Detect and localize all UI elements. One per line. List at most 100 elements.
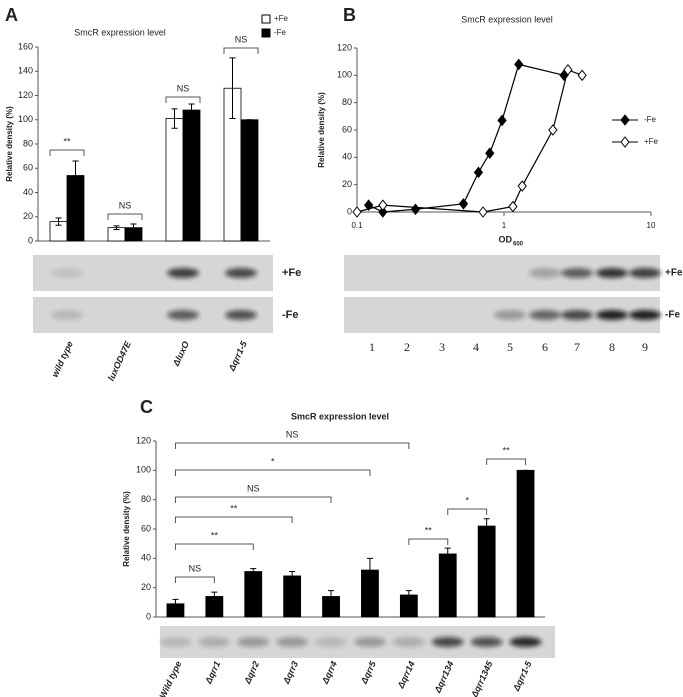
marker [548, 124, 558, 136]
y-tick-label: 160 [18, 41, 33, 51]
annotation: NS [119, 200, 132, 210]
bracket [174, 442, 410, 449]
blot-band [431, 637, 464, 647]
blot-band [529, 268, 561, 278]
y-tick-label: 100 [136, 465, 151, 475]
bracket [49, 149, 85, 156]
x-tick-label: 1 [502, 221, 507, 230]
bar [283, 575, 302, 618]
y-tick-label: 120 [337, 42, 352, 52]
y-axis-label: Relative density (%) [317, 92, 326, 168]
error-bar [289, 571, 296, 581]
error-bar [405, 590, 412, 600]
blot-band [561, 268, 593, 278]
annotation: ** [503, 445, 511, 455]
annotation: * [271, 456, 275, 466]
lane-label: 3 [439, 340, 445, 354]
lane-label: 2 [404, 340, 410, 354]
lane-label: 4 [473, 340, 479, 354]
blot-band [596, 310, 628, 320]
legend-label: -Fe [274, 28, 287, 37]
bracket [107, 213, 143, 220]
annotation: NS [177, 83, 190, 93]
marker [517, 180, 527, 192]
blot-band [167, 310, 199, 320]
error-bar [211, 591, 218, 602]
y-tick-label: 0 [146, 611, 151, 621]
x-axis-label-subscript: 600 [513, 242, 524, 248]
lane-label: 9 [642, 340, 648, 354]
x-tick-label: 10 [647, 221, 656, 230]
x-tick-label: luxOD47E [106, 339, 133, 383]
y-tick-label: 80 [23, 138, 33, 148]
x-tick-label: 0.1 [351, 221, 363, 230]
bar [165, 118, 184, 242]
bracket [165, 96, 201, 103]
x-axis-label: OD [499, 234, 513, 244]
x-tick-label: Δqrr134 [432, 660, 456, 696]
y-tick-label: 0 [347, 206, 352, 216]
error-bar [55, 217, 62, 226]
blot-band [509, 637, 542, 647]
y-tick-label: 120 [136, 435, 151, 445]
blot-band [629, 268, 661, 278]
y-axis-label: Relative density (%) [122, 491, 131, 567]
marker [563, 64, 573, 76]
bracket [174, 543, 254, 550]
bracket [174, 496, 332, 503]
y-tick-label: 80 [342, 97, 352, 107]
lane-label: 5 [507, 340, 513, 354]
blot-label: +Fe [665, 268, 683, 279]
y-tick-label: 120 [18, 90, 33, 100]
blot-band [315, 637, 348, 647]
bracket [408, 538, 449, 545]
blot-band [596, 268, 628, 278]
y-tick-label: 20 [141, 582, 151, 592]
y-tick-label: 40 [23, 187, 33, 197]
y-tick-label: 20 [23, 211, 33, 221]
error-bar [130, 223, 137, 232]
bar [182, 109, 201, 242]
error-bar [328, 590, 335, 603]
blot-band [470, 637, 503, 647]
x-tick-label: Δqrr1 [203, 660, 222, 686]
bar [240, 119, 259, 242]
annotation: ** [425, 525, 433, 535]
x-tick-label: Δqrr1-5 [226, 339, 249, 374]
blot-band [225, 268, 257, 278]
blot-band [561, 310, 593, 320]
y-tick-label: 60 [342, 124, 352, 134]
error-bar [229, 57, 236, 120]
chart-title: SmcR expression level [74, 27, 166, 37]
blot-band [392, 637, 425, 647]
y-tick-label: 20 [342, 179, 352, 189]
x-tick-label: Δqrr14 [395, 660, 417, 691]
annotation: ** [211, 530, 219, 540]
annotation: ** [230, 503, 238, 513]
error-bar [171, 108, 178, 129]
bracket [174, 516, 293, 523]
y-tick-label: 100 [18, 114, 33, 124]
legend-marker [620, 136, 630, 148]
annotation: NS [286, 429, 299, 439]
bar [516, 469, 535, 618]
marker [508, 200, 518, 213]
blot-label: +Fe [282, 267, 301, 279]
blot-label: -Fe [282, 309, 299, 321]
marker [478, 206, 488, 218]
bar [438, 553, 457, 618]
blot-band [494, 310, 526, 320]
error-bar [483, 518, 490, 534]
error-bar [250, 568, 257, 575]
marker [363, 199, 374, 211]
legend-label: -Fe [644, 115, 657, 124]
bracket [447, 508, 488, 515]
bracket [174, 576, 215, 583]
blot-band [51, 268, 83, 278]
y-tick-label: 40 [141, 553, 151, 563]
marker [577, 69, 587, 82]
x-tick-label: Δqrr3 [281, 660, 300, 686]
blot-band [353, 637, 386, 647]
legend-swatch [261, 28, 271, 38]
y-tick-label: 60 [23, 163, 33, 173]
